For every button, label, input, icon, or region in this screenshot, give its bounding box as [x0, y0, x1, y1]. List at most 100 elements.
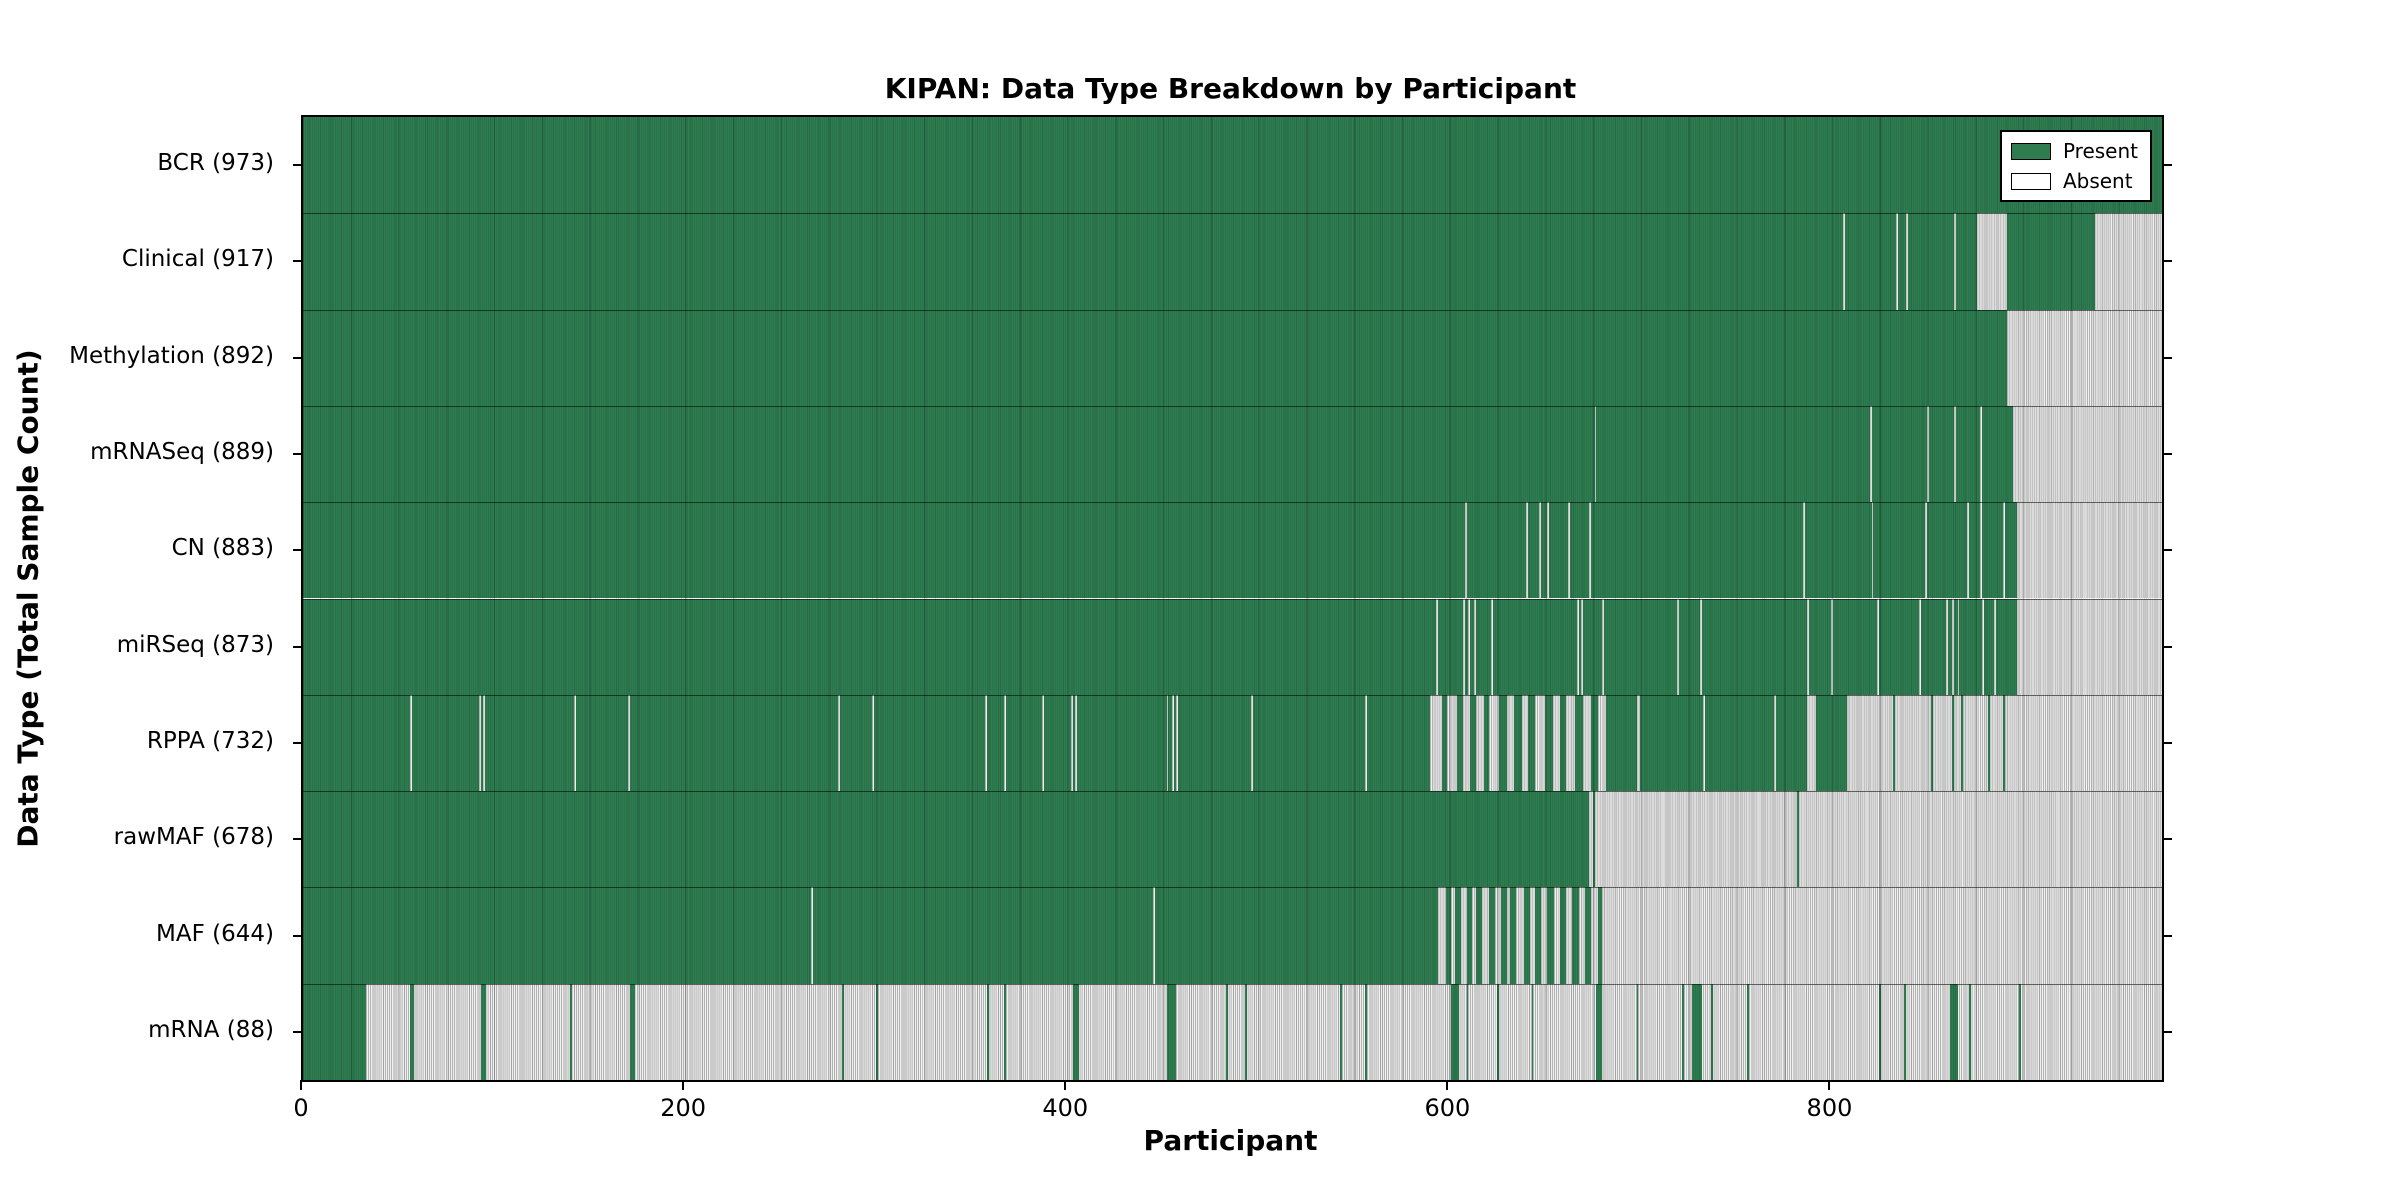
- segment: [1682, 983, 1685, 1080]
- segment: [1583, 694, 1591, 792]
- segment: [1949, 983, 1958, 1080]
- segment: [2005, 694, 2162, 792]
- segment: [1430, 694, 1442, 792]
- segment: [1565, 694, 1576, 792]
- y-tick-mark: [2164, 934, 2172, 937]
- segment: [1993, 598, 1996, 695]
- segment: [1472, 887, 1477, 984]
- segment: [1166, 694, 1169, 792]
- segment: [1904, 983, 1906, 1080]
- segment: [409, 983, 414, 1080]
- y-tick-mark: [2164, 164, 2172, 167]
- segment: [1225, 983, 1228, 1080]
- segment: [1594, 405, 1597, 503]
- row-miRSeq: [303, 598, 2162, 695]
- segment: [1004, 983, 1007, 1080]
- y-tick-mark: [293, 838, 301, 841]
- segment: [1588, 502, 1591, 599]
- xtick-label: 800: [1806, 1094, 1853, 1122]
- y-tick-mark: [2164, 260, 2172, 263]
- segment: [1703, 694, 1706, 792]
- row-MAF: [303, 887, 2162, 984]
- segment: [2003, 502, 2006, 599]
- segment: [1879, 983, 1882, 1080]
- segment: [1747, 983, 1750, 1080]
- ytick-label-Clinical: Clinical (917): [121, 246, 274, 273]
- legend-entry: Present: [2010, 139, 2138, 163]
- segment: [1474, 598, 1477, 695]
- row-CN: [303, 502, 2162, 599]
- segment: [1896, 213, 1899, 310]
- segment: [480, 983, 487, 1080]
- segment: [1846, 694, 1893, 792]
- x-tick-mark: [1828, 1080, 1831, 1090]
- segment: [1806, 598, 1809, 695]
- segment: [1340, 983, 1343, 1080]
- segment: [409, 694, 412, 792]
- segment: [2095, 213, 2162, 310]
- segment: [1596, 983, 1603, 1080]
- segment: [303, 983, 367, 1080]
- row-separator: [303, 694, 2162, 696]
- xtick-label: 0: [293, 1094, 309, 1122]
- ytick-label-MAF: MAF (644): [156, 920, 274, 947]
- segment: [627, 694, 630, 792]
- x-axis: 0 200 400 600 800: [293, 1080, 2160, 1160]
- legend-label: Absent: [2062, 169, 2133, 193]
- segment: [1250, 694, 1253, 792]
- plot-area: Present Absent: [293, 115, 2172, 1082]
- segment: [1990, 694, 2004, 792]
- segment: [1489, 694, 1500, 792]
- ytick-label-mRNASeq: mRNASeq (889): [90, 439, 274, 466]
- segment: [876, 983, 879, 1080]
- segment: [1546, 502, 1549, 599]
- segment: [1577, 598, 1580, 695]
- segment: [1594, 791, 1798, 888]
- segment: [1468, 598, 1471, 695]
- chart-title: KIPAN: Data Type Breakdown by Participan…: [884, 72, 1577, 105]
- row-separator: [303, 502, 2162, 504]
- segment: [1172, 694, 1175, 792]
- ytick-label-miRSeq: miRSeq (873): [116, 631, 274, 658]
- segment: [1579, 887, 1585, 984]
- segment: [1554, 887, 1561, 984]
- segment: [1919, 598, 1922, 695]
- segment: [1071, 694, 1073, 792]
- segment: [2016, 598, 2162, 695]
- segment: [2016, 502, 2162, 599]
- segment: [1497, 983, 1500, 1080]
- segment: [1529, 887, 1536, 984]
- segment: [1636, 694, 1641, 792]
- y-tick-mark: [2164, 549, 2172, 552]
- ytick-label-Methylation: Methylation (892): [69, 342, 274, 369]
- y-tick-mark: [2164, 1030, 2172, 1033]
- segment: [1565, 887, 1572, 984]
- legend: Present Absent: [1999, 130, 2152, 202]
- row-separator: [303, 887, 2162, 889]
- row-separator: [303, 309, 2162, 311]
- segment: [1842, 213, 1845, 310]
- segment: [1072, 983, 1079, 1080]
- segment: [1894, 694, 1931, 792]
- y-tick-mark: [293, 356, 301, 359]
- segment: [1447, 694, 1457, 792]
- segment: [1460, 887, 1467, 984]
- y-tick-mark: [293, 1030, 301, 1033]
- segment: [1926, 405, 1929, 503]
- y-tick-mark: [293, 741, 301, 744]
- row-RPPA: [303, 694, 2162, 792]
- y-tick-mark: [293, 453, 301, 456]
- row-rawMAF: [303, 791, 2162, 888]
- segment: [1953, 213, 1956, 310]
- x-tick-mark: [1446, 1080, 1449, 1090]
- legend-label: Present: [2062, 139, 2138, 163]
- segment: [1451, 887, 1456, 984]
- segment: [1535, 694, 1545, 792]
- segment: [1365, 694, 1368, 792]
- segment: [1951, 598, 1954, 695]
- segment: [1166, 983, 1177, 1080]
- segment: [1541, 887, 1547, 984]
- row-Methylation: [303, 309, 2162, 406]
- segment: [1495, 887, 1501, 984]
